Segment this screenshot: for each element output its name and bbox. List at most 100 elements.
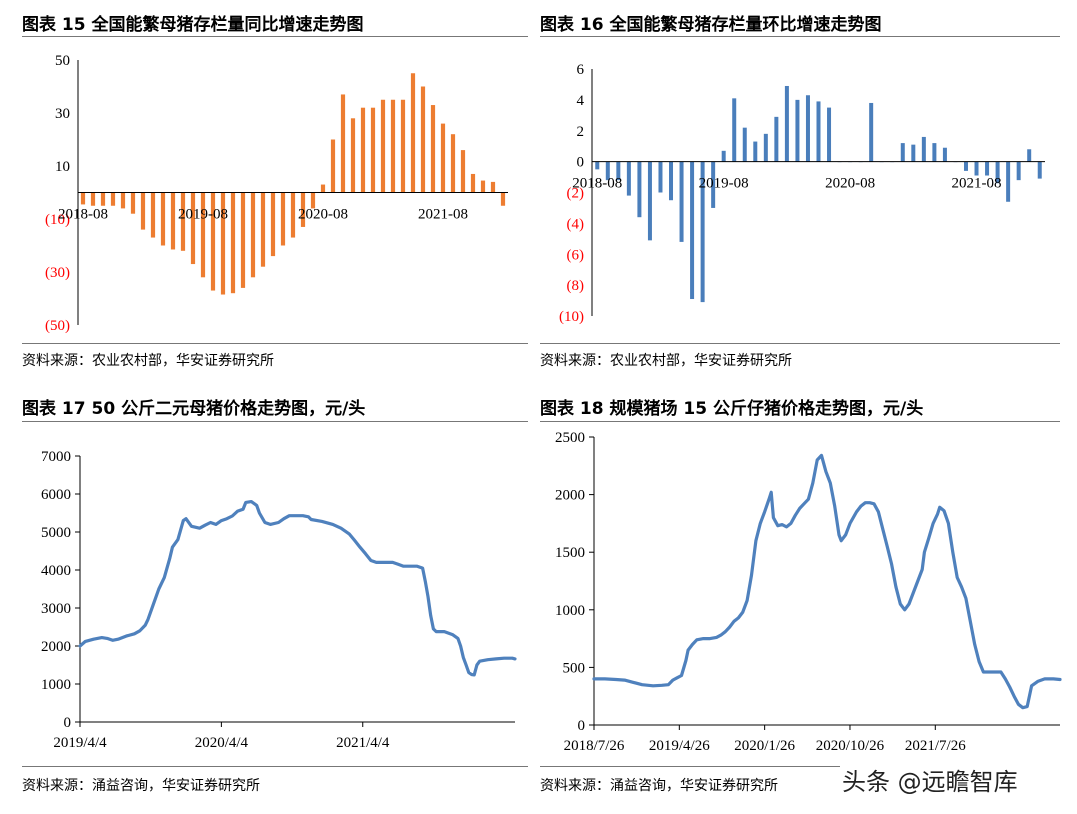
bar [1037, 161, 1042, 179]
x-tick-label: 2018-08 [572, 176, 622, 192]
bar [180, 192, 186, 251]
bar [410, 73, 416, 193]
bar [490, 181, 496, 193]
x-tick-label: 2019-08 [178, 207, 228, 223]
y-tick-label: 2 [577, 124, 585, 140]
bar [742, 127, 747, 162]
bar [669, 161, 674, 201]
bar [310, 192, 316, 209]
bar [320, 184, 326, 193]
bar [260, 192, 266, 267]
x-tick-label: 2021-08 [418, 207, 468, 223]
source-rule [22, 766, 528, 767]
panel-17-title: 图表 17 50 公斤二元母猪价格走势图，元/头 [22, 399, 366, 419]
bar [911, 144, 916, 162]
y-tick-label: 0 [577, 155, 585, 171]
bar [974, 161, 979, 176]
title-rule [540, 421, 1060, 422]
panel-18-source: 资料来源：涌益咨询，华安证券研究所 [540, 778, 778, 794]
y-tick-label: 0 [578, 718, 586, 734]
bar [658, 161, 663, 193]
x-tick-label: 2020-08 [825, 176, 875, 192]
bar [647, 161, 652, 241]
y-tick-label: (10) [559, 309, 584, 325]
bar [330, 139, 336, 193]
bar [942, 147, 947, 162]
y-tick-label: 500 [563, 660, 586, 676]
y-tick-label: (8) [567, 278, 585, 294]
price-series-line [592, 453, 1062, 710]
bar [616, 161, 621, 181]
bar [250, 192, 256, 278]
bar [732, 98, 737, 162]
y-tick-label: 4 [577, 93, 585, 109]
y-tick-label: 4000 [41, 563, 71, 579]
bar [190, 192, 196, 265]
y-tick-label: (2) [567, 186, 585, 202]
bar [360, 107, 366, 193]
bar [430, 105, 436, 193]
bar [370, 107, 376, 193]
y-tick-label: (4) [567, 216, 585, 232]
bar [130, 192, 136, 214]
bar [220, 192, 226, 295]
bar [763, 133, 768, 162]
panel-18-title: 图表 18 规模猪场 15 公斤仔猪价格走势图，元/头 [540, 399, 924, 419]
bar [240, 192, 246, 288]
bar [450, 134, 456, 193]
y-tick-label: 5000 [41, 525, 71, 541]
bar [170, 192, 176, 250]
y-tick-label: 3000 [41, 601, 71, 617]
x-tick-label: 2020/4/4 [195, 735, 249, 751]
bar [470, 173, 476, 193]
bar [90, 192, 96, 206]
x-tick-label: 2021/4/4 [336, 735, 390, 751]
bar [690, 161, 695, 300]
panel-16-title: 图表 16 全国能繁母猪存栏量环比增速走势图 [540, 15, 882, 35]
bar [700, 161, 705, 303]
bar [827, 107, 832, 162]
bar [805, 95, 810, 162]
bar [160, 192, 166, 246]
bar [120, 192, 126, 209]
bar [290, 192, 296, 238]
price-series-line [78, 500, 517, 677]
bar [900, 143, 905, 162]
bar [721, 150, 726, 162]
bar [963, 161, 968, 171]
y-tick-label: 0 [64, 715, 72, 731]
bar [995, 161, 1000, 184]
bar [595, 161, 600, 170]
y-tick-label: 50 [55, 53, 70, 69]
bar [420, 86, 426, 193]
x-tick-label: 2019/4/4 [53, 735, 107, 751]
title-rule [22, 421, 528, 422]
panel-15-title: 图表 15 全国能繁母猪存栏量同比增速走势图 [22, 15, 364, 35]
y-tick-label: 6 [577, 62, 585, 78]
panel-17-source: 资料来源：涌益咨询，华安证券研究所 [22, 778, 260, 794]
panel-16-source: 资料来源：农业农村部，华安证券研究所 [540, 353, 792, 369]
bar [380, 99, 386, 193]
bar [500, 192, 506, 206]
x-tick-label: 2020-08 [298, 207, 348, 223]
bar [280, 192, 286, 246]
bar [711, 161, 716, 208]
y-tick-label: (10) [45, 212, 70, 228]
bar [1016, 161, 1021, 181]
title-rule [540, 36, 1060, 37]
watermark: 头条 @远瞻智库 [842, 768, 1018, 796]
bar [200, 192, 206, 278]
bar [480, 180, 486, 193]
bar [932, 143, 937, 162]
x-tick-label: 2019/4/26 [649, 738, 710, 754]
x-tick-label: 2018/7/26 [564, 738, 625, 754]
bar [300, 192, 306, 227]
y-tick-label: 1000 [41, 677, 71, 693]
y-tick-label: 2000 [41, 639, 71, 655]
bar [230, 192, 236, 294]
bar [753, 141, 758, 162]
bar [150, 192, 156, 238]
x-tick-label: 2020/1/26 [734, 738, 795, 754]
x-tick-label: 2018-08 [58, 207, 108, 223]
